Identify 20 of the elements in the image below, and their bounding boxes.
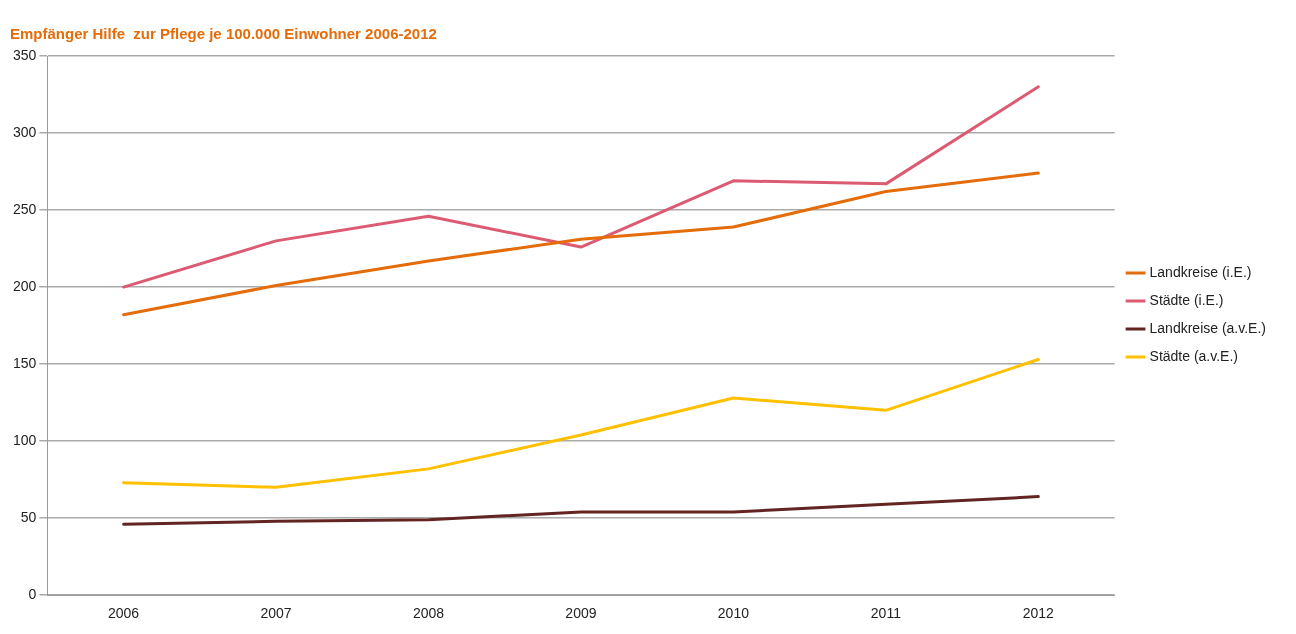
y-tick-label: 100 xyxy=(13,432,37,448)
y-tick-label: 150 xyxy=(13,354,37,371)
x-tick-label: 2012 xyxy=(1022,605,1055,622)
y-tick-label: 0 xyxy=(28,586,37,603)
chart-title: Empfänger Hilfe zur Pflege je 100.000 Einwohner 2006-2012 xyxy=(10,25,437,43)
x-tick-label: 2007 xyxy=(260,605,292,622)
x-tick-label: 2010 xyxy=(717,605,750,622)
x-tick-label: 2011 xyxy=(870,605,902,622)
x-tick-label: 2008 xyxy=(412,605,445,622)
y-tick-label: 250 xyxy=(13,200,37,217)
legend-label: Landkreise (a.v.E.) xyxy=(1149,319,1267,336)
legend-label: Städte (i.E.) xyxy=(1149,291,1224,308)
y-tick-label: 350 xyxy=(13,46,37,63)
y-tick-label: 200 xyxy=(13,277,37,294)
legend-label: Städte (a.v.E.) xyxy=(1149,347,1238,364)
legend-label: Landkreise (i.E.) xyxy=(1149,263,1252,280)
y-tick-label: 300 xyxy=(13,123,37,140)
x-tick-label: 2009 xyxy=(565,605,597,622)
x-tick-label: 2006 xyxy=(108,605,140,622)
y-tick-label: 50 xyxy=(20,509,37,526)
